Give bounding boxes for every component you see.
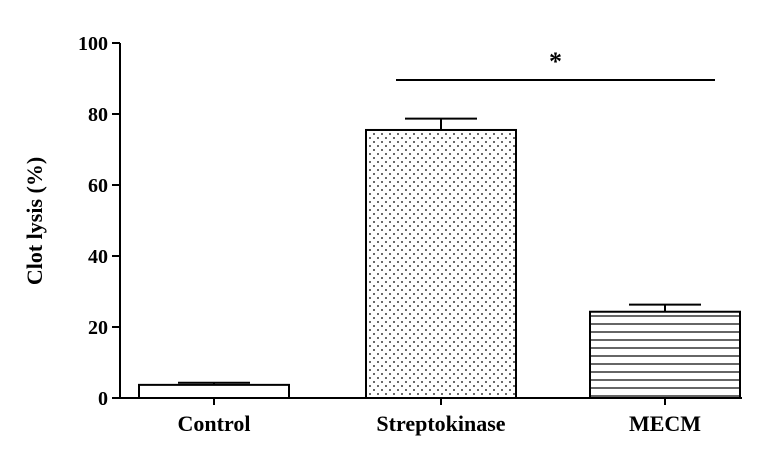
y-tick-label: 100 [78, 33, 108, 55]
y-tick-label: 40 [88, 246, 108, 268]
bar-streptokinase [365, 128, 517, 399]
y-tick-label: 0 [98, 388, 108, 410]
bars [138, 117, 741, 399]
y-axis-label: Clot lysis (%) [22, 157, 47, 285]
bar-mecm [589, 310, 741, 399]
x-tick-label: Streptokinase [376, 411, 505, 436]
y-tick-label: 60 [88, 175, 108, 197]
y-tick-label: 20 [88, 317, 108, 339]
labels: 0 20 40 60 80 100 Control Streptokinase MECM [78, 33, 715, 436]
y-tick-label: 80 [88, 104, 108, 126]
significance-label: * [549, 47, 562, 76]
x-tick-label: MECM [629, 411, 701, 436]
bar-control [138, 383, 290, 399]
x-tick-label: Control [178, 411, 251, 436]
